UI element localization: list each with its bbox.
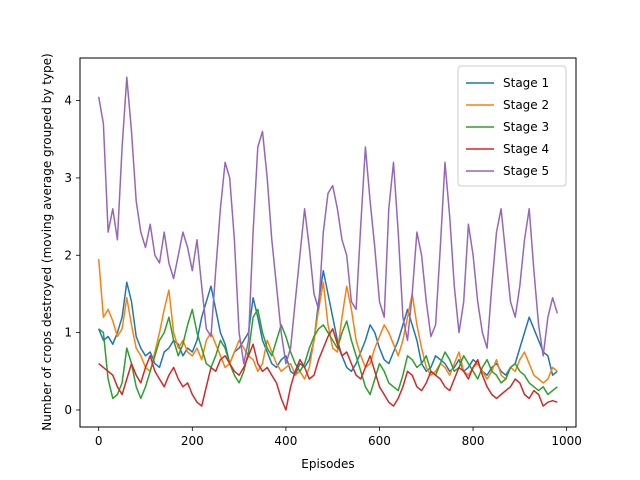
legend-label-4: Stage 4 [503,142,549,156]
y-tick-label: 2 [64,248,72,262]
series-line-4 [98,328,558,411]
legend-box [457,65,567,187]
x-axis-label: Episodes [301,457,354,471]
x-tick-label: 800 [462,434,485,448]
x-tick-label: 1000 [551,434,582,448]
legend-label-3: Stage 3 [503,120,549,134]
x-tick-label: 600 [368,434,391,448]
legend-label-1: Stage 1 [503,76,549,90]
series-line-5 [97,76,559,365]
x-axis: 0 200 400 600 800 1000 [95,427,582,448]
legend: Stage 1 Stage 2 Stage 3 Stage 4 Stage 5 [457,65,567,187]
x-tick-label: 200 [181,434,204,448]
y-tick-label: 1 [64,326,72,340]
y-tick-label: 3 [64,171,72,185]
legend-label-2: Stage 2 [503,98,549,112]
y-tick-label: 4 [64,94,72,108]
y-axis: 0 1 2 3 4 [64,94,80,417]
series-layer [97,76,559,411]
x-tick-label: 400 [274,434,297,448]
x-tick-label: 0 [95,434,103,448]
plot-area-frame [79,57,577,428]
y-axis-label: Number of crops destroyed (moving averag… [40,53,54,430]
legend-label-5: Stage 5 [503,164,549,178]
y-tick-label: 0 [64,403,72,417]
